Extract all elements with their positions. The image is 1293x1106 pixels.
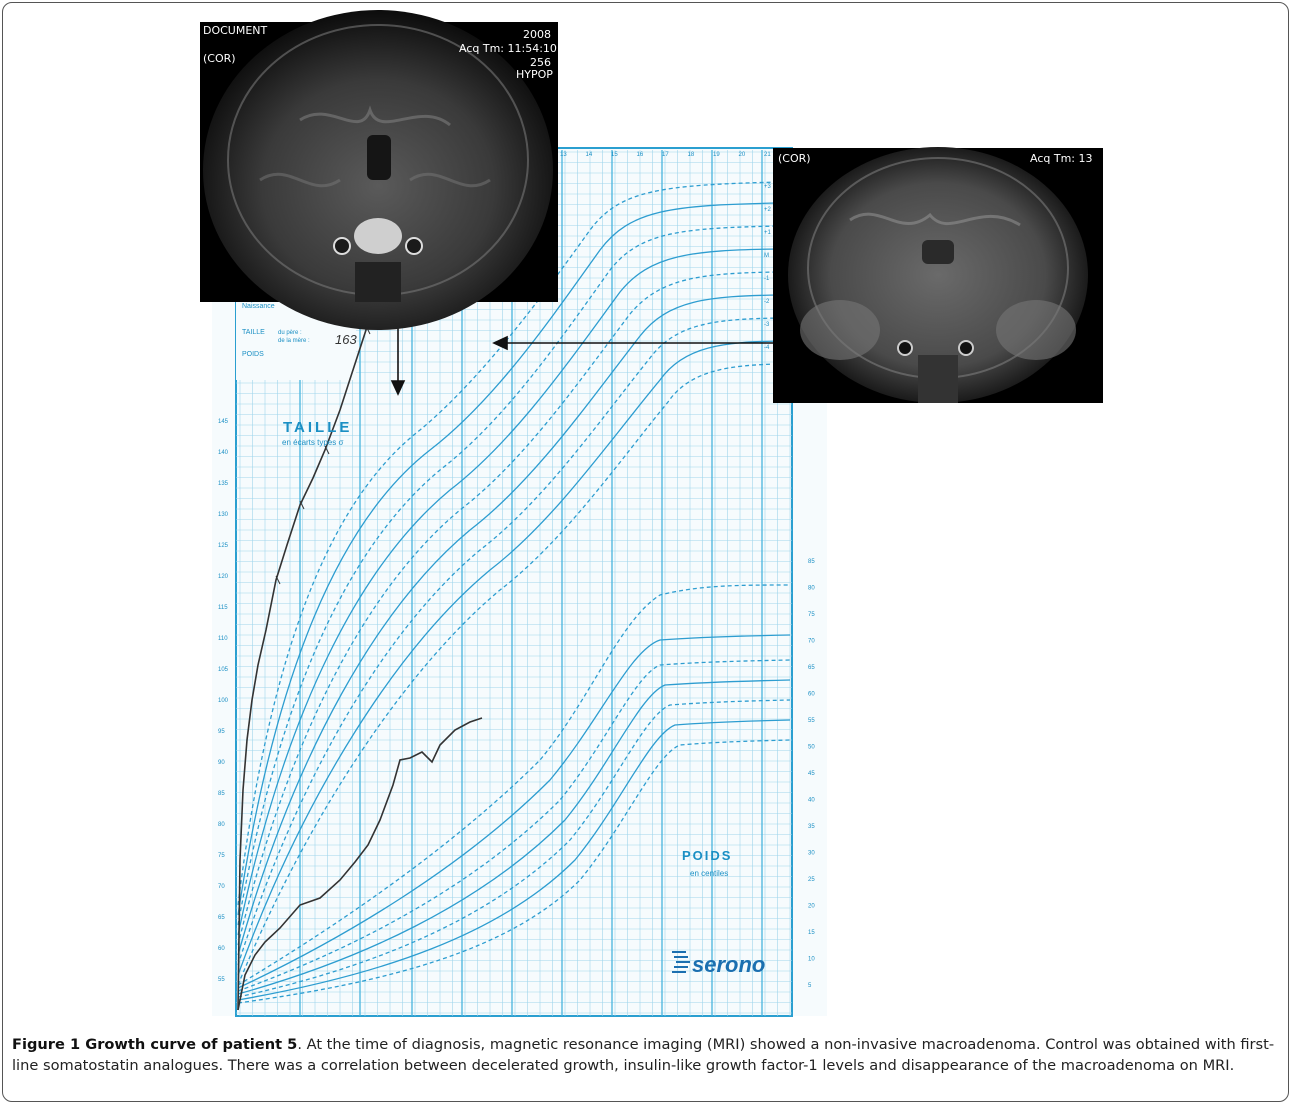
height-axis-label: 135 (218, 481, 229, 487)
height-axis: 145 140 135 130 125 120 115 110 105 100 95 90 85 80 75… (218, 419, 229, 983)
weight-axis-label: 85 (808, 559, 815, 565)
weight-axis-label: 65 (808, 665, 815, 671)
weight-axis-label: 70 (808, 639, 815, 645)
patient-weight-curve (237, 717, 483, 1011)
age-tick-label: 17 (662, 152, 669, 158)
weight-axis-label: 35 (808, 824, 815, 830)
height-axis-label: 65 (218, 915, 225, 921)
sd-label: M (764, 253, 769, 259)
age-tick-label: 15 (611, 152, 618, 158)
height-section-subtitle: en écarts types σ (282, 438, 343, 447)
du-pere-label: du père : (278, 330, 302, 336)
height-axis-label: 95 (218, 729, 225, 735)
age-tick-label: 21 (764, 152, 771, 158)
age-tick-label: 19 (713, 152, 720, 158)
sd-label: -1 (764, 276, 770, 282)
weight-axis-label: 5 (808, 983, 812, 989)
height-axis-label: 110 (218, 636, 228, 642)
mother-height-value: 163 (335, 332, 357, 347)
height-axis-label: 125 (218, 543, 229, 549)
caption-title: Figure 1 Growth curve of patient 5 (12, 1036, 298, 1053)
weight-section-title: POIDS (682, 848, 732, 863)
mri-top-label-cor: (COR) (203, 52, 236, 65)
mri-right-image: (COR) Acq Tm: 13 (773, 147, 1103, 403)
sd-label: -4 (764, 345, 770, 351)
height-axis-label: 75 (218, 853, 225, 859)
age-tick-label: 18 (688, 152, 695, 158)
weight-axis-label: 10 (808, 957, 815, 963)
height-axis-label: 100 (218, 698, 229, 704)
figure-image: Naissance TAILLE du père : de la mère : … (200, 10, 1103, 1017)
mri-top-label-acq: Acq Tm: 11:54:10 (459, 42, 557, 55)
weight-axis-label: 25 (808, 877, 815, 883)
sd-label: +1 (764, 230, 772, 236)
height-axis-label: 90 (218, 760, 225, 766)
mri-top-label-year: 2008 (523, 28, 551, 41)
age-tick-label: 16 (637, 152, 644, 158)
de-la-mere-label: de la mère : (278, 338, 310, 344)
weight-axis-label: 50 (808, 745, 815, 751)
figure-caption: Figure 1 Growth curve of patient 5. At t… (12, 1034, 1287, 1076)
age-tick-label: 14 (586, 152, 593, 158)
age-tick-label: 13 (560, 152, 567, 158)
height-axis-label: 55 (218, 977, 225, 983)
height-axis-label: 60 (218, 946, 225, 952)
mri-top-label-document: DOCUMENT (203, 24, 268, 37)
weight-axis-label: 15 (808, 930, 815, 936)
mri-top-labels: DOCUMENT (COR) 2008 Acq Tm: 11:54:10 256… (203, 24, 557, 81)
weight-axis-label: 55 (808, 718, 815, 724)
mri-top-label-256: 256 (530, 56, 551, 69)
serono-brand: serono (692, 952, 765, 977)
sd-labels: +3 +2 +1 M -1 -2 -3 -4 (764, 184, 772, 351)
weight-axis-label: 80 (808, 586, 815, 592)
weight-centile-curves (237, 584, 791, 1004)
sd-label: -2 (764, 299, 770, 305)
sd-label: +2 (764, 207, 772, 213)
weight-axis-label: 40 (808, 798, 815, 804)
weight-axis-label: 75 (808, 612, 815, 618)
height-axis-label: 145 (218, 419, 229, 425)
arrow-down-head (390, 380, 406, 396)
weight-axis-label: 45 (808, 771, 815, 777)
height-axis-label: 85 (218, 791, 225, 797)
weight-axis-label: 20 (808, 904, 815, 910)
weight-axis: 85 80 75 70 65 60 55 50 45 40 35 30 25 20 15 10 5 (808, 559, 815, 989)
weight-section-subtitle: en centiles (690, 869, 728, 878)
height-axis-label: 70 (218, 884, 225, 890)
height-axis-label: 130 (218, 512, 229, 518)
arrows (390, 302, 774, 396)
height-axis-label: 140 (218, 450, 229, 456)
height-section-title: TAILLE (283, 419, 352, 436)
mri-right-labels: (COR) Acq Tm: 13 (778, 152, 1093, 165)
height-axis-label: 80 (218, 822, 225, 828)
height-axis-label: 105 (218, 667, 229, 673)
chart-text-group: Naissance TAILLE du père : de la mère : … (242, 303, 765, 977)
caption-text: . At the time of diagnosis, magnetic res… (12, 1036, 1275, 1074)
mri-right-label-acq: Acq Tm: 13 (1030, 152, 1093, 165)
arrow-left-head (492, 335, 508, 351)
naissance-label: Naissance (242, 303, 275, 310)
serono-logo (672, 951, 690, 973)
taille-header-label: TAILLE (242, 329, 265, 336)
height-sd-curves (237, 181, 781, 986)
sd-label: -3 (764, 322, 770, 328)
mri-top-image: DOCUMENT (COR) 2008 Acq Tm: 11:54:10 256… (200, 10, 558, 330)
weight-axis-label: 30 (808, 851, 815, 857)
sd-label: +3 (764, 184, 772, 190)
height-axis-label: 115 (218, 605, 228, 611)
poids-header-label: POIDS (242, 351, 264, 358)
age-tick-label: 20 (739, 152, 746, 158)
height-axis-label: 120 (218, 574, 229, 580)
age-ticks: 13 14 15 16 17 18 19 20 21 (560, 152, 771, 158)
weight-axis-label: 60 (808, 692, 815, 698)
mri-top-label-hypop: HYPOP (516, 68, 553, 81)
mri-right-label-cor: (COR) (778, 152, 811, 165)
